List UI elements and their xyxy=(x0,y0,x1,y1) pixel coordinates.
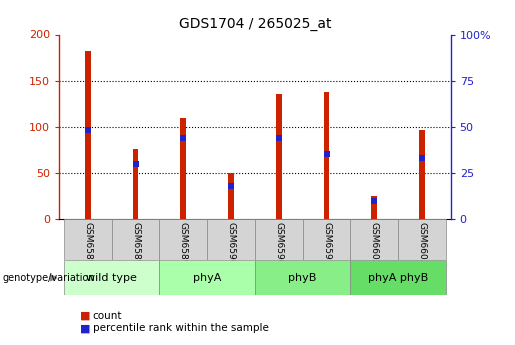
Bar xyxy=(133,149,139,219)
Bar xyxy=(419,130,425,219)
FancyBboxPatch shape xyxy=(160,219,207,260)
Text: genotype/variation: genotype/variation xyxy=(3,273,95,283)
Text: GSM65904: GSM65904 xyxy=(274,223,283,272)
FancyBboxPatch shape xyxy=(207,219,255,260)
FancyBboxPatch shape xyxy=(255,260,350,295)
Text: ■: ■ xyxy=(80,311,90,321)
FancyBboxPatch shape xyxy=(112,219,160,260)
Text: GSM66029: GSM66029 xyxy=(370,223,379,272)
Bar xyxy=(371,196,377,219)
FancyBboxPatch shape xyxy=(398,219,446,260)
FancyBboxPatch shape xyxy=(303,219,350,260)
FancyBboxPatch shape xyxy=(350,219,398,260)
Text: phyA: phyA xyxy=(193,273,221,283)
Text: GSM65902: GSM65902 xyxy=(227,223,235,272)
FancyBboxPatch shape xyxy=(160,260,255,295)
Text: wild type: wild type xyxy=(87,273,137,283)
FancyBboxPatch shape xyxy=(64,260,160,295)
Text: GSM65897: GSM65897 xyxy=(131,223,140,272)
Bar xyxy=(180,118,186,219)
FancyBboxPatch shape xyxy=(350,260,446,295)
FancyBboxPatch shape xyxy=(255,219,303,260)
Text: ■: ■ xyxy=(80,324,90,333)
Bar xyxy=(228,173,234,219)
Text: GSM66030: GSM66030 xyxy=(418,223,426,272)
Title: GDS1704 / 265025_at: GDS1704 / 265025_at xyxy=(179,17,331,31)
Text: count: count xyxy=(93,311,122,321)
Text: phyA phyB: phyA phyB xyxy=(368,273,428,283)
Text: GSM65896: GSM65896 xyxy=(83,223,92,272)
FancyBboxPatch shape xyxy=(64,219,112,260)
Text: GSM65898: GSM65898 xyxy=(179,223,188,272)
Bar xyxy=(85,51,91,219)
Text: phyB: phyB xyxy=(288,273,317,283)
Text: percentile rank within the sample: percentile rank within the sample xyxy=(93,324,269,333)
Bar xyxy=(323,92,330,219)
Bar xyxy=(276,95,282,219)
Text: GSM65910: GSM65910 xyxy=(322,223,331,272)
